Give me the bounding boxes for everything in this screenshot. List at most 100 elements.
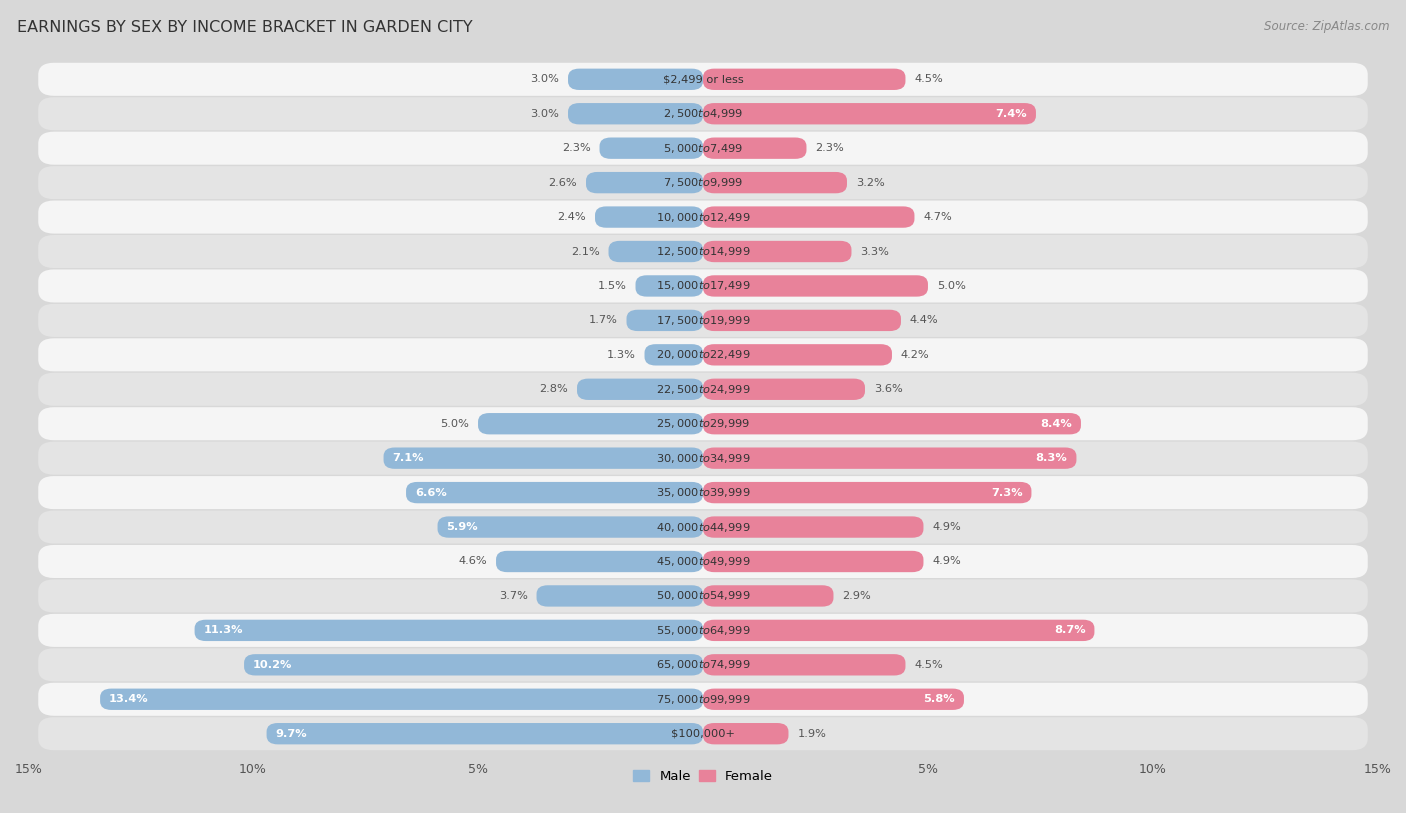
FancyBboxPatch shape <box>703 276 928 297</box>
FancyBboxPatch shape <box>38 63 1368 96</box>
Text: 4.6%: 4.6% <box>458 556 486 567</box>
FancyBboxPatch shape <box>38 407 1368 441</box>
Text: 5.9%: 5.9% <box>447 522 478 532</box>
FancyBboxPatch shape <box>703 207 914 228</box>
FancyBboxPatch shape <box>703 620 1094 641</box>
FancyBboxPatch shape <box>703 654 905 676</box>
FancyBboxPatch shape <box>644 344 703 366</box>
FancyBboxPatch shape <box>38 545 1368 578</box>
Text: $2,499 or less: $2,499 or less <box>662 74 744 85</box>
Text: $15,000 to $17,499: $15,000 to $17,499 <box>655 280 751 293</box>
FancyBboxPatch shape <box>703 585 834 606</box>
Text: EARNINGS BY SEX BY INCOME BRACKET IN GARDEN CITY: EARNINGS BY SEX BY INCOME BRACKET IN GAR… <box>17 20 472 35</box>
Text: 3.3%: 3.3% <box>860 246 890 257</box>
FancyBboxPatch shape <box>194 620 703 641</box>
FancyBboxPatch shape <box>38 269 1368 302</box>
FancyBboxPatch shape <box>703 68 905 90</box>
FancyBboxPatch shape <box>595 207 703 228</box>
Legend: Male, Female: Male, Female <box>627 764 779 788</box>
Text: 13.4%: 13.4% <box>110 694 149 704</box>
FancyBboxPatch shape <box>576 379 703 400</box>
Text: $65,000 to $74,999: $65,000 to $74,999 <box>655 659 751 672</box>
FancyBboxPatch shape <box>703 516 924 537</box>
Text: 2.6%: 2.6% <box>548 177 576 188</box>
Text: 4.4%: 4.4% <box>910 315 939 325</box>
Text: 2.9%: 2.9% <box>842 591 872 601</box>
FancyBboxPatch shape <box>703 689 965 710</box>
Text: 9.7%: 9.7% <box>276 728 307 739</box>
FancyBboxPatch shape <box>568 68 703 90</box>
Text: $25,000 to $29,999: $25,000 to $29,999 <box>655 417 751 430</box>
FancyBboxPatch shape <box>478 413 703 434</box>
FancyBboxPatch shape <box>703 137 807 159</box>
FancyBboxPatch shape <box>496 551 703 572</box>
Text: Source: ZipAtlas.com: Source: ZipAtlas.com <box>1264 20 1389 33</box>
FancyBboxPatch shape <box>38 338 1368 372</box>
FancyBboxPatch shape <box>406 482 703 503</box>
Text: 4.5%: 4.5% <box>914 74 943 85</box>
Text: 3.0%: 3.0% <box>530 109 560 119</box>
FancyBboxPatch shape <box>437 516 703 537</box>
FancyBboxPatch shape <box>38 683 1368 715</box>
Text: 1.7%: 1.7% <box>589 315 617 325</box>
Text: $12,500 to $14,999: $12,500 to $14,999 <box>655 245 751 258</box>
Text: 5.8%: 5.8% <box>924 694 955 704</box>
FancyBboxPatch shape <box>568 103 703 124</box>
Text: $22,500 to $24,999: $22,500 to $24,999 <box>655 383 751 396</box>
FancyBboxPatch shape <box>599 137 703 159</box>
Text: 10.2%: 10.2% <box>253 660 292 670</box>
Text: $100,000+: $100,000+ <box>671 728 735 739</box>
Text: 7.4%: 7.4% <box>995 109 1026 119</box>
FancyBboxPatch shape <box>38 580 1368 612</box>
Text: 1.3%: 1.3% <box>606 350 636 360</box>
FancyBboxPatch shape <box>537 585 703 606</box>
FancyBboxPatch shape <box>703 310 901 331</box>
FancyBboxPatch shape <box>703 723 789 745</box>
Text: 8.4%: 8.4% <box>1040 419 1071 428</box>
FancyBboxPatch shape <box>267 723 703 745</box>
Text: $5,000 to $7,499: $5,000 to $7,499 <box>664 141 742 154</box>
Text: $7,500 to $9,999: $7,500 to $9,999 <box>664 176 742 189</box>
Text: 3.0%: 3.0% <box>530 74 560 85</box>
Text: $10,000 to $12,499: $10,000 to $12,499 <box>655 211 751 224</box>
Text: 5.0%: 5.0% <box>936 281 966 291</box>
FancyBboxPatch shape <box>38 511 1368 544</box>
FancyBboxPatch shape <box>627 310 703 331</box>
FancyBboxPatch shape <box>586 172 703 193</box>
FancyBboxPatch shape <box>703 172 846 193</box>
Text: 2.3%: 2.3% <box>815 143 844 153</box>
Text: 3.6%: 3.6% <box>875 385 903 394</box>
FancyBboxPatch shape <box>703 241 852 262</box>
Text: 4.7%: 4.7% <box>924 212 952 222</box>
FancyBboxPatch shape <box>38 441 1368 475</box>
FancyBboxPatch shape <box>38 372 1368 406</box>
Text: 3.7%: 3.7% <box>499 591 527 601</box>
Text: 8.7%: 8.7% <box>1054 625 1085 636</box>
FancyBboxPatch shape <box>703 447 1077 469</box>
Text: 2.8%: 2.8% <box>540 385 568 394</box>
FancyBboxPatch shape <box>38 235 1368 268</box>
FancyBboxPatch shape <box>384 447 703 469</box>
FancyBboxPatch shape <box>38 476 1368 509</box>
FancyBboxPatch shape <box>38 98 1368 130</box>
FancyBboxPatch shape <box>703 482 1032 503</box>
Text: 2.1%: 2.1% <box>571 246 599 257</box>
Text: $75,000 to $99,999: $75,000 to $99,999 <box>655 693 751 706</box>
Text: 4.9%: 4.9% <box>932 522 962 532</box>
FancyBboxPatch shape <box>703 551 924 572</box>
FancyBboxPatch shape <box>38 132 1368 165</box>
FancyBboxPatch shape <box>38 614 1368 647</box>
FancyBboxPatch shape <box>38 304 1368 337</box>
Text: $50,000 to $54,999: $50,000 to $54,999 <box>655 589 751 602</box>
Text: 5.0%: 5.0% <box>440 419 470 428</box>
Text: $30,000 to $34,999: $30,000 to $34,999 <box>655 452 751 465</box>
FancyBboxPatch shape <box>703 103 1036 124</box>
Text: 6.6%: 6.6% <box>415 488 447 498</box>
Text: $45,000 to $49,999: $45,000 to $49,999 <box>655 555 751 568</box>
Text: $17,500 to $19,999: $17,500 to $19,999 <box>655 314 751 327</box>
Text: $35,000 to $39,999: $35,000 to $39,999 <box>655 486 751 499</box>
Text: 4.5%: 4.5% <box>914 660 943 670</box>
Text: $20,000 to $22,499: $20,000 to $22,499 <box>655 348 751 361</box>
FancyBboxPatch shape <box>609 241 703 262</box>
Text: $55,000 to $64,999: $55,000 to $64,999 <box>655 624 751 637</box>
